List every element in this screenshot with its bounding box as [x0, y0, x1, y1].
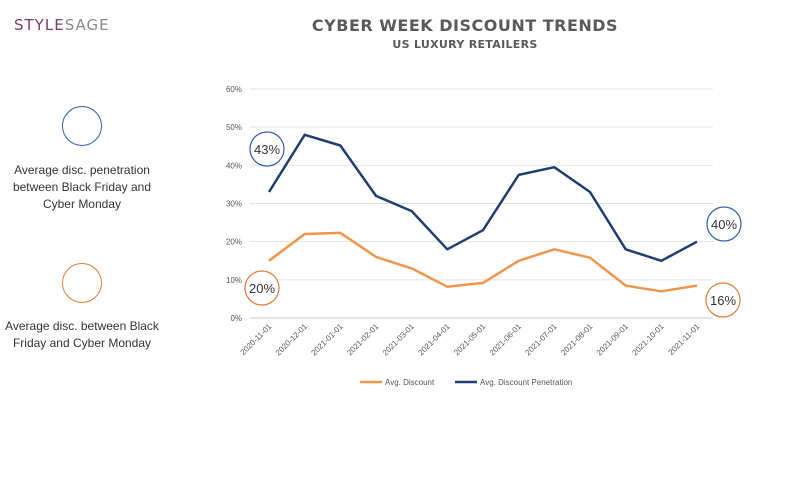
chart-title: CYBER WEEK DISCOUNT TRENDS	[311, 16, 619, 35]
x-tick-label: 2021-08-01	[559, 322, 595, 358]
x-tick-label: 2020-11-01	[239, 322, 274, 357]
series-line-avg-discount	[268, 231, 698, 293]
legend-label-avg-discount-penetration: Avg. Discount Penetration	[480, 378, 572, 387]
x-tick-label: 2021-04-01	[416, 322, 452, 358]
annotation-label: 43%	[254, 142, 280, 157]
annotation-label: 16%	[710, 293, 736, 308]
legend-label-avg-discount: Avg. Discount	[385, 378, 435, 387]
y-tick-label: 20%	[226, 238, 242, 247]
annotation-label: 40%	[711, 217, 737, 232]
y-tick-label: 50%	[226, 123, 242, 132]
x-tick-label: 2021-09-01	[595, 322, 631, 358]
logo-part-sage: SAGE	[64, 16, 110, 34]
y-tick-label: 40%	[226, 161, 242, 170]
y-tick-label: 10%	[226, 276, 242, 285]
discount-legend-text: Average disc. between Black Friday and C…	[5, 319, 159, 350]
x-tick-label: 2021-01-01	[309, 322, 345, 358]
x-tick-label: 2021-10-01	[630, 322, 666, 358]
annotation-circle	[244, 270, 280, 306]
annotation-circle	[706, 206, 742, 242]
chart-subtitle: US LUXURY RETAILERS	[392, 38, 538, 51]
x-tick-label: 2021-06-01	[488, 322, 524, 358]
x-tick-label: 2021-11-01	[667, 322, 702, 357]
y-tick-label: 30%	[226, 200, 242, 209]
series-line-avg-discount-penetration	[267, 133, 698, 263]
x-tick-label: 2021-05-01	[452, 322, 488, 358]
discount-legend-circle	[62, 263, 102, 303]
penetration-legend-circle	[62, 106, 102, 146]
y-tick-label: 0%	[230, 314, 242, 323]
y-tick-label: 60%	[226, 85, 242, 94]
annotation-circle	[705, 282, 741, 318]
x-tick-label: 2021-07-01	[523, 322, 559, 358]
x-tick-label: 2020-12-01	[274, 322, 310, 358]
x-tick-label: 2021-02-01	[345, 322, 381, 358]
penetration-legend-text: Average disc. penetration between Black …	[12, 163, 152, 211]
annotation-label: 20%	[249, 281, 275, 296]
logo-part-style: STYLE	[14, 16, 65, 34]
x-tick-label: 2021-03-01	[381, 322, 417, 358]
stylesage-logo: STYLESAGE	[14, 16, 110, 34]
annotation-circle	[249, 131, 285, 167]
